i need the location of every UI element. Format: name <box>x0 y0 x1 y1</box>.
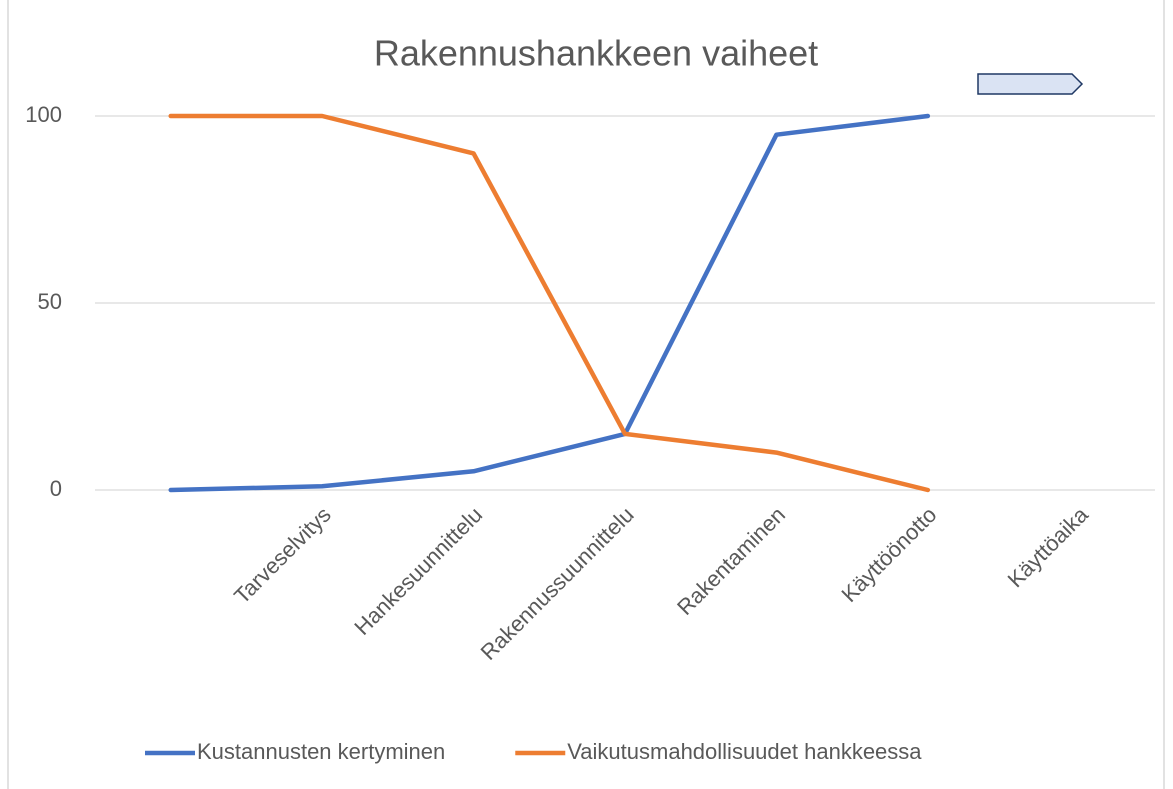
legend-label: Vaikutusmahdollisuudet hankkeessa <box>567 739 922 764</box>
arrow-shape <box>977 73 1084 95</box>
series-line <box>168 113 931 493</box>
y-tick-label: 100 <box>25 102 62 127</box>
legend-label: Kustannusten kertyminen <box>197 739 445 764</box>
y-tick-label: 50 <box>38 289 62 314</box>
series-line <box>168 113 931 493</box>
y-tick-label: 0 <box>50 476 62 501</box>
chart-frame <box>7 0 1165 789</box>
chart-title: Rakennushankkeen vaiheet <box>374 33 818 74</box>
